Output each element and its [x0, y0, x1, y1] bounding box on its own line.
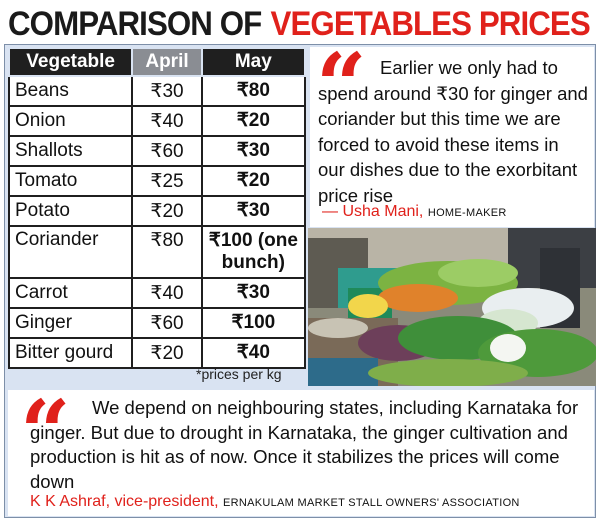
quote-text: Earlier we only had to spend around ₹30 …	[318, 55, 590, 208]
header-may: May	[200, 47, 307, 77]
row-may-price: ₹20	[200, 165, 307, 197]
row-april-price: ₹40	[131, 105, 203, 137]
row-april-price: ₹60	[131, 307, 203, 339]
quote-attribution: — Usha Mani, HOME-MAKER	[322, 203, 507, 221]
row-may-price: ₹100 (one bunch)	[200, 225, 307, 279]
quote-box-homemaker: “ Earlier we only had to spend around ₹3…	[310, 41, 594, 227]
row-vegetable: Potato	[7, 195, 134, 227]
quote-attribution: K K Ashraf, vice-president, ERNAKULAM MA…	[30, 493, 520, 511]
quote-body: We depend on neighbouring states, includ…	[30, 397, 579, 492]
row-april-price: ₹20	[131, 337, 203, 369]
row-may-price: ₹30	[200, 135, 307, 167]
row-may-price: ₹30	[200, 195, 307, 227]
table-row: Carrot ₹40 ₹30	[7, 277, 307, 309]
quote-author: K K Ashraf, vice-president,	[30, 493, 219, 510]
row-april-price: ₹30	[131, 75, 203, 107]
row-vegetable: Ginger	[7, 307, 134, 339]
table-row: Ginger ₹60 ₹100	[7, 307, 307, 339]
table-row: Potato ₹20 ₹30	[7, 195, 307, 227]
row-may-price: ₹40	[200, 337, 307, 369]
row-vegetable: Beans	[7, 75, 134, 107]
row-vegetable: Shallots	[7, 135, 134, 167]
headline-black: COMPARISON OF	[8, 4, 262, 43]
row-vegetable: Tomato	[7, 165, 134, 197]
table-row: Bitter gourd ₹20 ₹40	[7, 337, 307, 369]
table-row: Coriander ₹80 ₹100 (one bunch)	[7, 225, 307, 279]
headline: COMPARISON OF VEGETABLES PRICES	[8, 2, 591, 46]
vegetable-market-photo	[308, 228, 596, 386]
quote-author: — Usha Mani,	[322, 203, 424, 220]
price-table: Vegetable April May Beans ₹30 ₹80 Onion …	[7, 47, 307, 369]
market-photo-illustration	[308, 228, 596, 386]
row-april-price: ₹25	[131, 165, 203, 197]
table-row: Beans ₹30 ₹80	[7, 75, 307, 107]
quote-mark-icon: “	[20, 380, 71, 484]
table-row: Shallots ₹60 ₹30	[7, 135, 307, 167]
table-row: Tomato ₹25 ₹20	[7, 165, 307, 197]
quote-mark-icon: “	[316, 33, 367, 137]
prices-footnote: *prices per kg	[196, 366, 282, 382]
quote-box-vice-president: “ We depend on neighbouring states, incl…	[8, 380, 594, 516]
headline-red: VEGETABLES PRICES	[270, 4, 591, 43]
row-vegetable: Carrot	[7, 277, 134, 309]
row-april-price: ₹20	[131, 195, 203, 227]
table-row: Onion ₹40 ₹20	[7, 105, 307, 137]
header-april: April	[131, 47, 203, 77]
table-header-row: Vegetable April May	[7, 47, 307, 77]
row-may-price: ₹80	[200, 75, 307, 107]
row-april-price: ₹60	[131, 135, 203, 167]
quote-text: We depend on neighbouring states, includ…	[30, 396, 584, 494]
row-vegetable: Onion	[7, 105, 134, 137]
header-vegetable: Vegetable	[7, 47, 134, 77]
quote-author-role: HOME-MAKER	[427, 207, 507, 219]
quote-body: Earlier we only had to spend around ₹30 …	[318, 57, 588, 206]
quote-author-role: ERNAKULAM MARKET STALL OWNERS' ASSOCIATI…	[222, 497, 520, 509]
row-vegetable: Bitter gourd	[7, 337, 134, 369]
row-may-price: ₹100	[200, 307, 307, 339]
row-april-price: ₹80	[131, 225, 203, 279]
row-vegetable: Coriander	[7, 225, 134, 279]
row-may-price: ₹20	[200, 105, 307, 137]
row-may-price: ₹30	[200, 277, 307, 309]
row-april-price: ₹40	[131, 277, 203, 309]
